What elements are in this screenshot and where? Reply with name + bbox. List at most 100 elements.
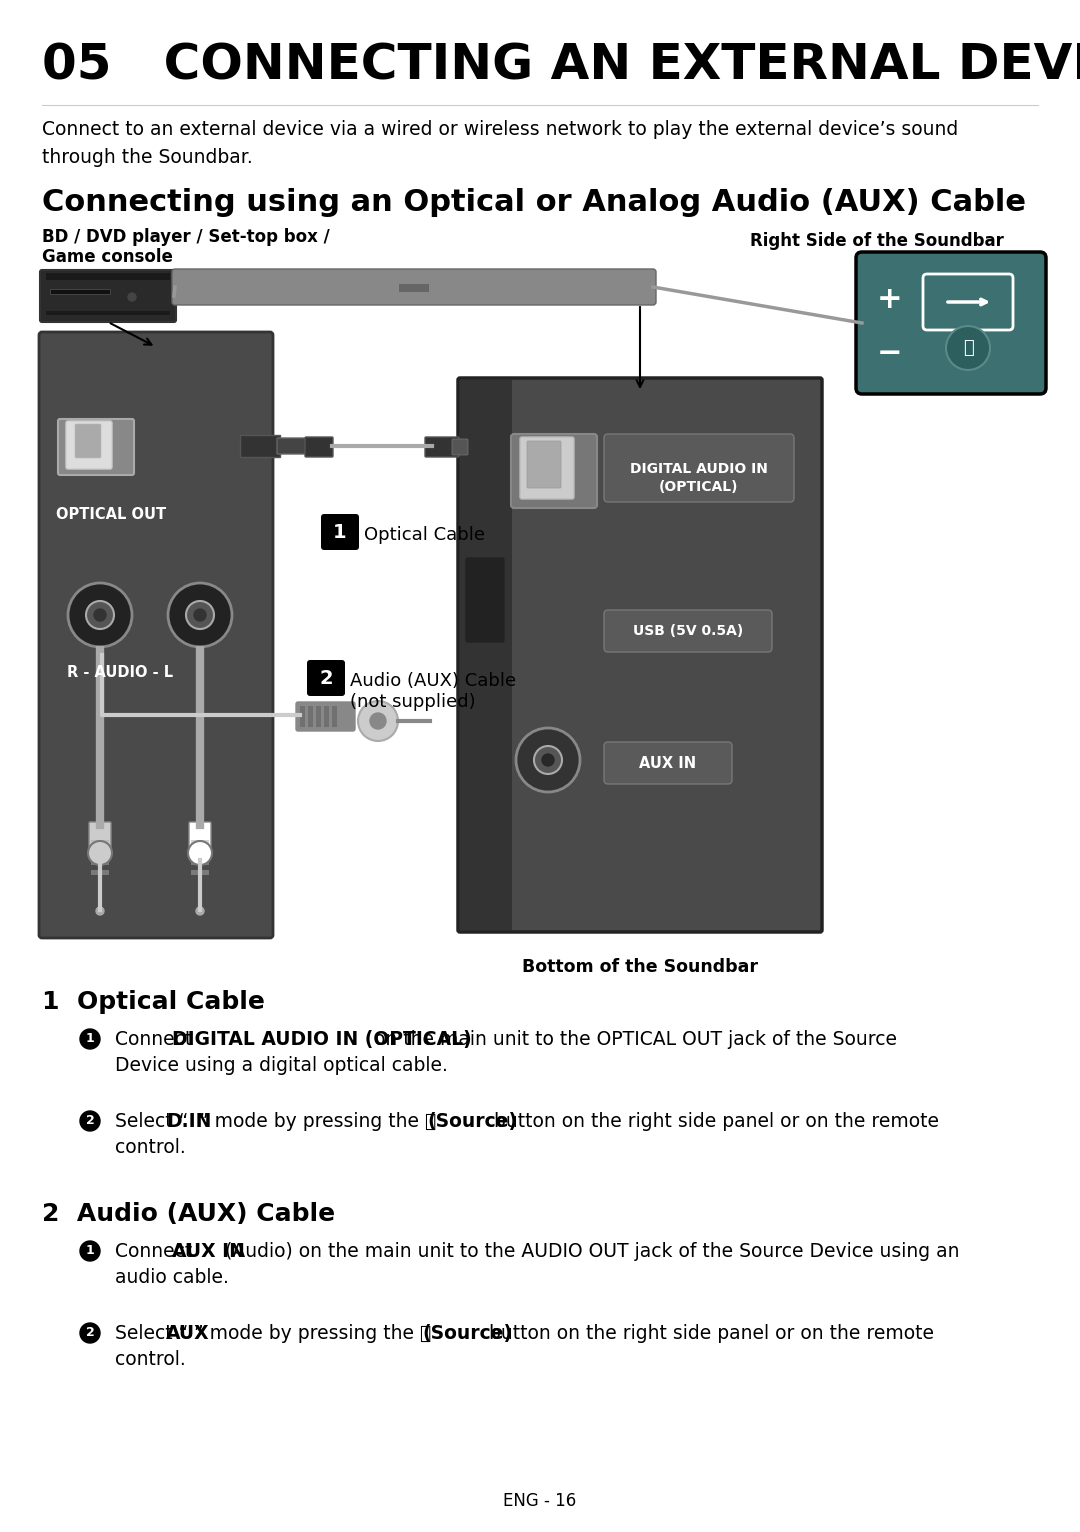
FancyBboxPatch shape	[604, 741, 732, 784]
FancyBboxPatch shape	[856, 251, 1047, 394]
Text: Optical Cable: Optical Cable	[364, 525, 485, 544]
FancyBboxPatch shape	[276, 438, 307, 453]
Bar	[91, 859, 109, 866]
FancyBboxPatch shape	[923, 274, 1013, 329]
Text: on the main unit to the OPTICAL OUT jack of the Source: on the main unit to the OPTICAL OUT jack…	[368, 1030, 897, 1049]
FancyBboxPatch shape	[66, 421, 112, 469]
Text: USB (5V 0.5A): USB (5V 0.5A)	[633, 624, 743, 637]
Bar	[460, 380, 512, 930]
Circle shape	[80, 1111, 100, 1131]
Circle shape	[94, 610, 106, 620]
Bar	[91, 850, 109, 855]
Text: 2: 2	[85, 1327, 94, 1339]
Text: Right Side of the Soundbar: Right Side of the Soundbar	[750, 231, 1004, 250]
Text: Select “: Select “	[114, 1324, 188, 1344]
Text: (not supplied): (not supplied)	[350, 692, 475, 711]
Text: audio cable.: audio cable.	[114, 1268, 229, 1287]
Circle shape	[370, 712, 386, 729]
FancyBboxPatch shape	[527, 441, 561, 489]
FancyBboxPatch shape	[321, 515, 359, 550]
Circle shape	[168, 584, 232, 647]
FancyBboxPatch shape	[453, 440, 468, 455]
FancyBboxPatch shape	[604, 610, 772, 653]
Text: OPTICAL OUT: OPTICAL OUT	[56, 507, 166, 522]
FancyBboxPatch shape	[307, 660, 345, 696]
FancyBboxPatch shape	[305, 437, 333, 457]
Text: ” mode by pressing the Ⓢ: ” mode by pressing the Ⓢ	[199, 1112, 442, 1131]
Text: D.IN: D.IN	[166, 1112, 212, 1131]
Bar	[46, 273, 170, 280]
Text: +: +	[877, 285, 903, 314]
Text: Select “: Select “	[114, 1112, 188, 1131]
Circle shape	[68, 584, 132, 647]
Text: DIGITAL AUDIO IN (OPTICAL): DIGITAL AUDIO IN (OPTICAL)	[172, 1030, 472, 1049]
FancyBboxPatch shape	[89, 823, 111, 856]
FancyBboxPatch shape	[511, 434, 597, 509]
Bar	[316, 706, 321, 728]
Text: (Source): (Source)	[427, 1112, 517, 1131]
Circle shape	[96, 907, 104, 915]
Text: −: −	[877, 339, 903, 368]
Text: 1: 1	[85, 1033, 94, 1045]
Bar	[191, 840, 210, 846]
FancyBboxPatch shape	[189, 823, 211, 856]
Text: (OPTICAL): (OPTICAL)	[659, 480, 739, 493]
Text: 05   CONNECTING AN EXTERNAL DEVICE: 05 CONNECTING AN EXTERNAL DEVICE	[42, 41, 1080, 90]
Bar	[332, 706, 337, 728]
Text: control.: control.	[114, 1350, 186, 1370]
Circle shape	[87, 841, 112, 866]
Text: Game console: Game console	[42, 248, 173, 267]
FancyBboxPatch shape	[172, 270, 656, 305]
FancyBboxPatch shape	[75, 424, 102, 458]
Text: button on the right side panel or on the remote: button on the right side panel or on the…	[488, 1112, 939, 1131]
Text: through the Soundbar.: through the Soundbar.	[42, 149, 253, 167]
Bar	[191, 850, 210, 855]
Circle shape	[80, 1324, 100, 1344]
Bar	[191, 870, 210, 875]
Text: Bottom of the Soundbar: Bottom of the Soundbar	[522, 958, 758, 976]
Text: control.: control.	[114, 1138, 186, 1157]
Text: AUX IN: AUX IN	[639, 755, 697, 771]
Circle shape	[129, 293, 136, 300]
Bar	[399, 283, 429, 293]
Circle shape	[195, 907, 204, 915]
Text: 1: 1	[85, 1244, 94, 1258]
Circle shape	[186, 601, 214, 630]
Bar	[91, 870, 109, 875]
Circle shape	[80, 1030, 100, 1049]
Text: 1: 1	[334, 522, 347, 541]
Circle shape	[534, 746, 562, 774]
FancyBboxPatch shape	[240, 435, 280, 457]
Text: ⏻: ⏻	[962, 339, 973, 357]
Text: Connect to an external device via a wired or wireless network to play the extern: Connect to an external device via a wire…	[42, 119, 958, 139]
Bar	[91, 840, 109, 846]
Circle shape	[946, 326, 990, 371]
Text: BD / DVD player / Set-top box /: BD / DVD player / Set-top box /	[42, 228, 329, 247]
Circle shape	[542, 754, 554, 766]
Bar	[50, 290, 110, 294]
FancyBboxPatch shape	[58, 418, 134, 475]
Text: Connecting using an Optical or Analog Audio (AUX) Cable: Connecting using an Optical or Analog Au…	[42, 188, 1026, 218]
Bar	[300, 706, 305, 728]
FancyBboxPatch shape	[465, 558, 504, 642]
FancyBboxPatch shape	[519, 437, 573, 499]
Text: DIGITAL AUDIO IN: DIGITAL AUDIO IN	[630, 463, 768, 476]
Circle shape	[194, 610, 206, 620]
Bar	[324, 706, 329, 728]
Text: (Source): (Source)	[422, 1324, 512, 1344]
FancyBboxPatch shape	[39, 332, 273, 938]
Text: AUX IN: AUX IN	[172, 1242, 245, 1261]
FancyBboxPatch shape	[458, 378, 822, 931]
Text: ENG - 16: ENG - 16	[503, 1492, 577, 1511]
Text: Audio (AUX) Cable: Audio (AUX) Cable	[350, 673, 516, 689]
Text: 1  Optical Cable: 1 Optical Cable	[42, 990, 265, 1014]
Text: Connect: Connect	[114, 1030, 199, 1049]
Text: button on the right side panel or on the remote: button on the right side panel or on the…	[483, 1324, 934, 1344]
Text: 2: 2	[85, 1114, 94, 1128]
Text: ” mode by pressing the Ⓢ: ” mode by pressing the Ⓢ	[194, 1324, 437, 1344]
Text: Connect: Connect	[114, 1242, 199, 1261]
Text: 2: 2	[320, 668, 333, 688]
Circle shape	[516, 728, 580, 792]
Bar	[46, 311, 170, 316]
Text: (Audio) on the main unit to the AUDIO OUT jack of the Source Device using an: (Audio) on the main unit to the AUDIO OU…	[219, 1242, 959, 1261]
